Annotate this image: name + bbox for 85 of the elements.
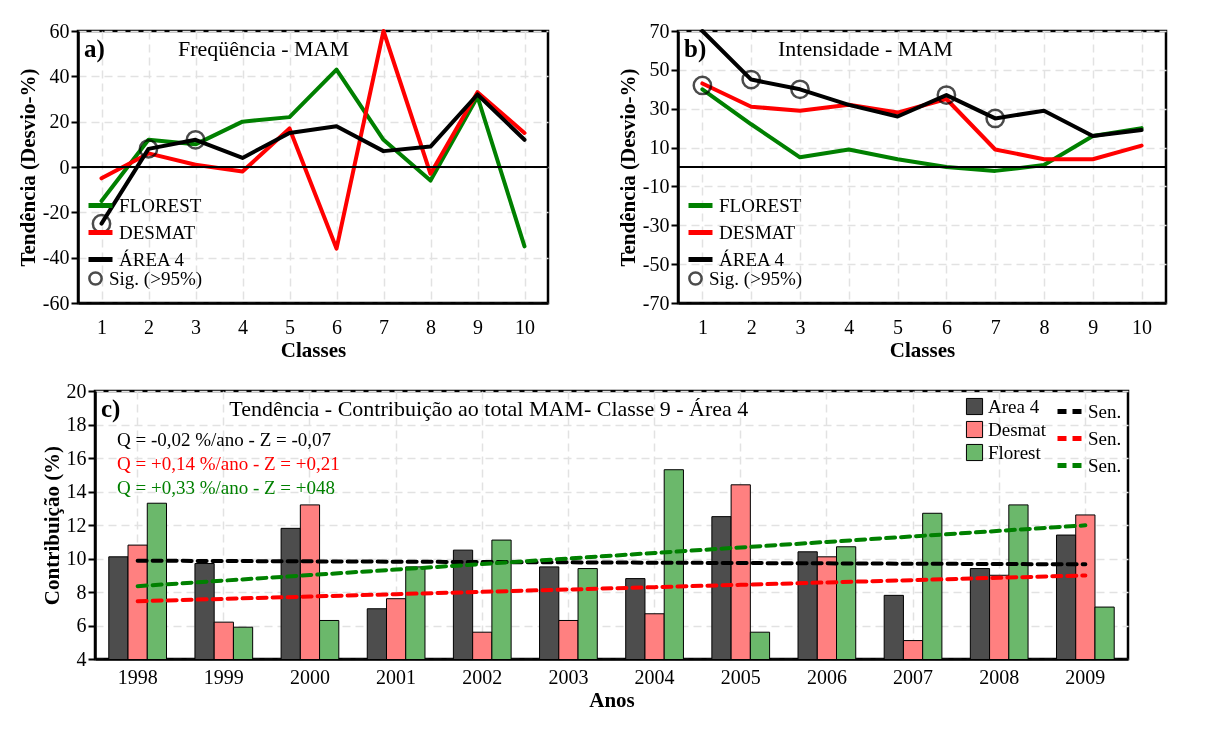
legend-label: DESMAT [719,221,796,243]
legend-label: Sig. (>95%) [109,267,203,290]
y-tick-label: -40 [42,246,70,269]
legend-label: Area 4 [988,395,1040,417]
y-tick-label: -20 [42,200,70,223]
y-tick-label: 12 [66,513,87,536]
y-tick-label: 4 [76,647,87,670]
x-tick-label: 2006 [806,665,847,688]
y-tick-label: 0 [59,155,70,178]
x-tick-label: 2 [144,315,154,338]
x-tick-label: 2002 [462,665,503,688]
x-tick-label: 2004 [634,665,675,688]
x-tick-label: 4 [238,315,248,338]
y-tick-label: -10 [642,174,670,197]
x-tick-label: 2001 [376,665,417,688]
x-tick-label: 7 [990,315,1001,338]
y-axis-title: Tendência (Desvio-%) [615,68,640,267]
legend-label: Sen. [1088,427,1122,449]
x-tick-label: 10 [1132,315,1153,338]
legend-label: Desmat [988,418,1047,440]
annotation: a) [84,35,105,63]
chart-title: Intensidade - MAM [778,36,953,61]
x-tick-label: 8 [426,315,436,338]
y-tick-label: -30 [642,213,670,236]
y-tick-label: 10 [66,547,87,569]
x-tick-label: 9 [473,315,483,338]
x-tick-label: 2008 [979,665,1020,688]
y-axis-title: Contribuição (%) [39,445,64,606]
x-tick-label: 2009 [1065,665,1106,688]
x-tick-label: 2007 [893,665,934,688]
x-tick-label: 3 [191,315,201,338]
x-tick-label: 1999 [203,665,244,688]
x-tick-label: 1 [697,315,708,338]
y-tick-label: 70 [649,19,670,42]
x-tick-label: 2005 [720,665,761,688]
annotation: b) [684,35,707,63]
y-tick-label: 16 [66,446,87,469]
legend-label: Sen. [1088,454,1122,476]
x-tick-label: 2 [746,315,757,338]
x-tick-label: 4 [844,315,855,338]
x-tick-label: 5 [893,315,904,338]
y-tick-label: 40 [49,64,70,87]
legend-label: FLOREST [719,194,802,216]
x-tick-label: 7 [379,315,389,338]
chart-title: Freqüência - MAM [178,36,350,61]
annotation: Q = -0,02 %/ano - Z = -0,07 [117,429,332,450]
x-tick-label: 6 [332,315,342,338]
x-tick-label: 10 [515,315,535,338]
y-axis-title: Tendência (Desvio-%) [15,68,40,267]
x-tick-label: 3 [795,315,806,338]
y-tick-label: 50 [649,58,670,81]
legend-label: ÁREA 4 [719,248,785,270]
x-tick-label: 2000 [289,665,330,688]
annotation: c) [101,395,121,423]
x-tick-label: 9 [1088,315,1099,338]
x-tick-label: 8 [1039,315,1050,338]
x-tick-label: 6 [941,315,952,338]
y-tick-label: 60 [49,19,70,42]
x-tick-label: 1998 [117,665,158,688]
y-tick-label: -50 [642,252,670,275]
x-axis-title: Classes [889,337,956,362]
legend-label: ÁREA 4 [119,248,185,270]
legend-label: DESMAT [119,221,196,243]
y-tick-label: 6 [76,614,87,636]
annotation: Q = +0,33 %/ano - Z = +048 [117,477,336,498]
legend-label: Sig. (>95%) [709,267,803,290]
y-tick-label: 20 [49,110,70,133]
y-tick-label: -60 [42,291,70,314]
y-tick-label: 20 [66,379,87,402]
x-axis-title: Anos [589,687,635,712]
legend-label: FLOREST [119,194,202,216]
y-tick-label: 18 [66,413,87,435]
x-tick-label: 1 [97,315,107,338]
x-tick-label: 2003 [548,665,589,688]
y-tick-label: 10 [649,136,670,159]
chart-title: Tendência - Contribuição ao total MAM- Classe 9 - Área 4 [229,396,749,421]
legend-label: Sen. [1088,400,1122,422]
legend-label: Florest [988,441,1042,463]
x-tick-label: 5 [285,315,295,338]
x-axis-title: Classes [280,337,347,362]
y-tick-label: 30 [649,97,670,120]
y-tick-label: 8 [76,580,87,603]
annotation: Q = +0,14 %/ano - Z = +0,21 [117,453,340,474]
y-tick-label: -70 [642,291,670,314]
y-tick-label: 14 [66,480,87,502]
